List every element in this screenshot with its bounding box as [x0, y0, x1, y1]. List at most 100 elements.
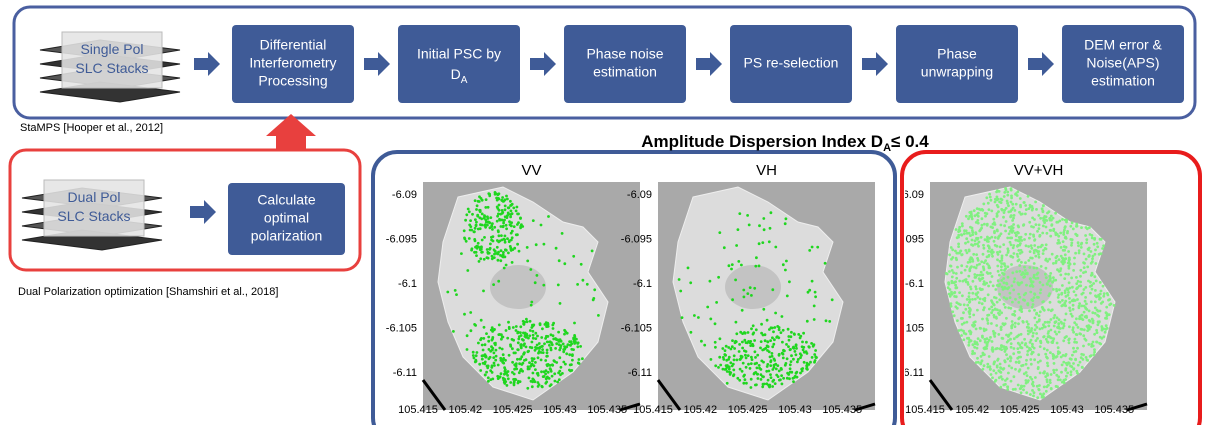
ps-point [1007, 232, 1011, 236]
ps-point [713, 340, 717, 344]
ps-point [524, 358, 528, 362]
ps-point [1047, 308, 1050, 312]
x-tick-label: 105.435 [587, 404, 627, 416]
ps-point [455, 293, 458, 296]
ps-point [1095, 331, 1099, 334]
ps-point [537, 342, 541, 345]
ps-point [998, 273, 1001, 277]
ps-point [1019, 391, 1023, 395]
ps-point [1019, 242, 1022, 245]
ps-point [785, 343, 788, 346]
ps-point [572, 254, 576, 258]
ps-point [742, 381, 746, 385]
ps-point [951, 310, 955, 314]
ps-point [1041, 283, 1045, 287]
ps-point [475, 351, 479, 354]
ps-point [775, 373, 779, 377]
ps-point [1014, 192, 1018, 196]
ps-point [744, 356, 748, 360]
ps-point [549, 348, 553, 352]
ps-point [487, 348, 491, 351]
ps-point [1042, 347, 1046, 351]
ps-point [1057, 258, 1061, 261]
ps-point [1091, 340, 1095, 344]
ps-point [1084, 356, 1088, 359]
ps-point [1059, 273, 1063, 277]
ps-point [576, 361, 580, 365]
ps-point [476, 241, 480, 245]
results-title: Amplitude Dispersion Index DA≤ 0.4 [641, 132, 929, 153]
ps-point [1018, 197, 1022, 200]
ps-point [1044, 375, 1048, 378]
ps-point [973, 320, 977, 324]
ps-point [1014, 297, 1017, 301]
ps-point [964, 241, 967, 245]
ps-point [473, 226, 477, 230]
ps-point [996, 197, 1000, 201]
ps-point [553, 360, 557, 363]
ps-point [1105, 314, 1109, 317]
ps-point [732, 373, 736, 377]
ps-point [729, 347, 733, 351]
ps-point [987, 266, 991, 270]
ps-point [802, 360, 806, 364]
ps-point [1073, 262, 1076, 266]
ps-point [993, 236, 997, 239]
ps-point [969, 332, 972, 336]
ps-point [1026, 322, 1030, 326]
ps-point [1033, 316, 1037, 320]
ps-point [497, 203, 501, 207]
ps-point [994, 288, 998, 291]
ps-point [969, 287, 973, 291]
ps-point [1010, 263, 1013, 266]
ps-point [777, 369, 781, 373]
ps-point [734, 340, 738, 344]
ps-point [968, 211, 972, 214]
ps-point [1010, 194, 1013, 198]
ps-point [473, 250, 476, 254]
ps-point [725, 381, 729, 385]
ps-point [576, 283, 579, 286]
ps-point [1112, 304, 1116, 307]
ps-point [1041, 231, 1045, 235]
ps-point [1033, 238, 1037, 242]
ps-point [1064, 361, 1068, 365]
ps-point [772, 366, 776, 369]
ps-point [516, 357, 519, 361]
ps-point [953, 291, 957, 294]
ps-point [545, 335, 549, 338]
ps-point [1052, 337, 1056, 341]
ps-point [502, 219, 506, 223]
ps-point [1081, 291, 1085, 295]
ps-point [519, 226, 522, 230]
ps-point [539, 358, 543, 362]
ps-point [497, 192, 501, 196]
ps-point [725, 370, 729, 373]
ps-point [1067, 337, 1071, 341]
ps-point [962, 338, 966, 342]
ps-point [559, 373, 562, 377]
ps-point [805, 367, 808, 370]
ps-point [503, 215, 507, 219]
ps-point [789, 335, 793, 339]
ps-point [1000, 265, 1003, 269]
ps-point [954, 272, 958, 275]
ps-point [469, 329, 473, 333]
ps-point [1004, 229, 1007, 233]
ps-point [744, 365, 748, 369]
ps-point [1003, 208, 1006, 212]
ps-point [501, 253, 505, 257]
ps-point [1027, 379, 1030, 382]
ps-point [1075, 333, 1079, 336]
ps-point [536, 346, 540, 350]
ps-point [976, 308, 979, 312]
flow-arrow [364, 52, 390, 76]
ps-point [772, 342, 776, 346]
ps-point [807, 345, 811, 349]
ps-point [1029, 338, 1033, 342]
ps-point [741, 340, 744, 344]
ps-point [1003, 264, 1007, 268]
ps-point [1016, 224, 1020, 228]
